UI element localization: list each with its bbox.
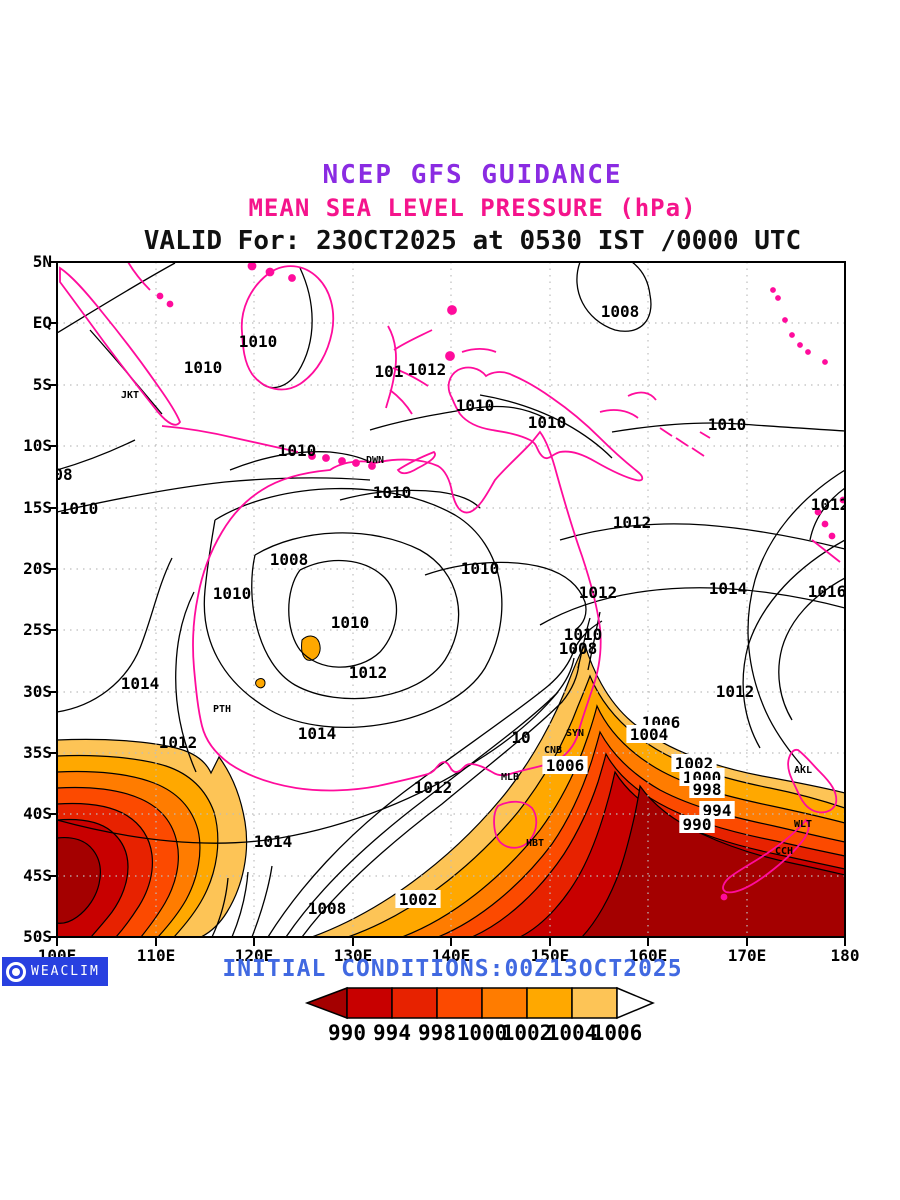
pressure-map: 1010 1010 101 1012 1010 1010 1008 1010 08 1010 101… <box>23 250 859 965</box>
lat-tick-label: 40S <box>23 804 52 823</box>
contour-label: 1004 <box>630 725 669 744</box>
contour-label: 1012 <box>811 495 850 514</box>
contour-label: 1010 <box>461 559 500 578</box>
shaded-low-southeast <box>311 643 845 937</box>
contour-label: 1012 <box>408 360 447 379</box>
contour-label: 1012 <box>613 513 652 532</box>
contour-label: 1010 <box>60 499 99 518</box>
lon-tick-label: 130E <box>333 946 373 965</box>
double-circle-icon <box>6 961 26 982</box>
lat-tick-label: 5S <box>32 375 52 394</box>
lat-tick-label: 35S <box>23 743 52 762</box>
colorbar-tick-label: 1000 <box>457 1021 508 1045</box>
contour-label: 1012 <box>716 682 755 701</box>
station-label-mlb: MLB <box>501 772 519 783</box>
lat-tick-label: 50S <box>23 927 52 946</box>
lon-tick-label: 160E <box>628 946 668 965</box>
contour-label: 1002 <box>399 890 438 909</box>
colorbar-tick-label: 1006 <box>592 1021 643 1045</box>
station-label-jkt: JKT <box>121 390 139 401</box>
station-label-cch: CCH <box>775 846 793 857</box>
colorbar-tick-label: 1002 <box>502 1021 553 1045</box>
contour-label: 1010 <box>331 613 370 632</box>
contour-label: 1012 <box>159 733 198 752</box>
contour-label: 1014 <box>298 724 337 743</box>
contour-label: 990 <box>683 815 712 834</box>
contour-label: 1006 <box>546 756 585 775</box>
contour-label: 1010 <box>184 358 223 377</box>
lat-tick-label: 25S <box>23 620 52 639</box>
contour-label: 1008 <box>270 550 309 569</box>
station-label-wlt: WLT <box>794 819 812 830</box>
shaded-inland-lakes <box>255 635 321 689</box>
contour-label: 1008 <box>559 639 598 658</box>
lat-tick-label: 15S <box>23 498 52 517</box>
contour-label: 1010 <box>564 625 603 644</box>
contour-label: 998 <box>693 780 722 799</box>
weaclim-logo: WEACLIM <box>2 957 108 986</box>
shaded-low-southwest <box>57 738 248 937</box>
contour-label: 1014 <box>254 832 293 851</box>
valid-time-label: VALID For: 23OCT2025 at 0530 IST /0000 U… <box>143 226 802 256</box>
contour-label: 1014 <box>121 674 160 693</box>
initial-conditions-label: INITIAL CONDITIONS:00Z13OCT2025 <box>222 956 683 982</box>
contour-label: 1008 <box>601 302 640 321</box>
colorbar-tick-label: 990 <box>328 1021 366 1045</box>
contour-label: 1012 <box>414 778 453 797</box>
contour-label: 1010 <box>213 584 252 603</box>
colorbar-tick-label: 994 <box>373 1021 411 1045</box>
lon-tick-label: 120E <box>234 946 274 965</box>
contour-label: 1010 <box>708 415 747 434</box>
station-label-hbt: HBT <box>526 838 544 849</box>
lon-tick-label: 140E <box>431 946 471 965</box>
colorbar-tick-label: 998 <box>418 1021 456 1045</box>
lon-tick-label: 170E <box>727 946 767 965</box>
page-title: NCEP GFS GUIDANCE <box>322 160 623 190</box>
page-subtitle: MEAN SEA LEVEL PRESSURE (hPa) <box>248 194 697 222</box>
lat-tick-label: EQ <box>32 313 52 332</box>
logo-text: WEACLIM <box>31 964 100 979</box>
lat-tick-label: 20S <box>23 559 52 578</box>
station-label-akl: AKL <box>794 765 812 776</box>
lat-tick-label: 30S <box>23 682 52 701</box>
lat-tick-label: 10S <box>23 436 52 455</box>
colorbar-tick-label: 1004 <box>547 1021 598 1045</box>
contour-label: 1008 <box>308 899 347 918</box>
contour-label: 1014 <box>709 579 748 598</box>
station-label-syn: SYN <box>566 728 584 739</box>
contour-label: 1010 <box>239 332 278 351</box>
contour-label: 101 <box>375 362 404 381</box>
graticule <box>57 262 845 937</box>
axis-ticks <box>49 261 846 946</box>
contour-label: 1010 <box>278 441 317 460</box>
contour-label: 1012 <box>579 583 618 602</box>
contour-label: 1010 <box>456 396 495 415</box>
station-label-dwn: DWN <box>366 455 384 466</box>
contour-label: 1010 <box>373 483 412 502</box>
contour-label: 1012 <box>349 663 388 682</box>
contour-label: 1016 <box>808 582 847 601</box>
coastlines <box>59 262 845 901</box>
contour-label: 1010 <box>528 413 567 432</box>
lat-tick-label: 5N <box>32 252 52 271</box>
station-label-pth: PTH <box>213 704 231 715</box>
lat-tick-label: 45S <box>23 866 52 885</box>
contour-label: 10 <box>511 728 530 747</box>
contour-label: 08 <box>53 465 72 484</box>
lon-tick-label: 180 <box>830 946 860 965</box>
lon-tick-label: 150E <box>530 946 570 965</box>
station-label-layer: JKT DWN PTH SYN CNB MLB HBT AKL WLT CCH <box>121 390 812 857</box>
lon-tick-label: 110E <box>136 946 176 965</box>
station-label-cnb: CNB <box>544 745 562 756</box>
